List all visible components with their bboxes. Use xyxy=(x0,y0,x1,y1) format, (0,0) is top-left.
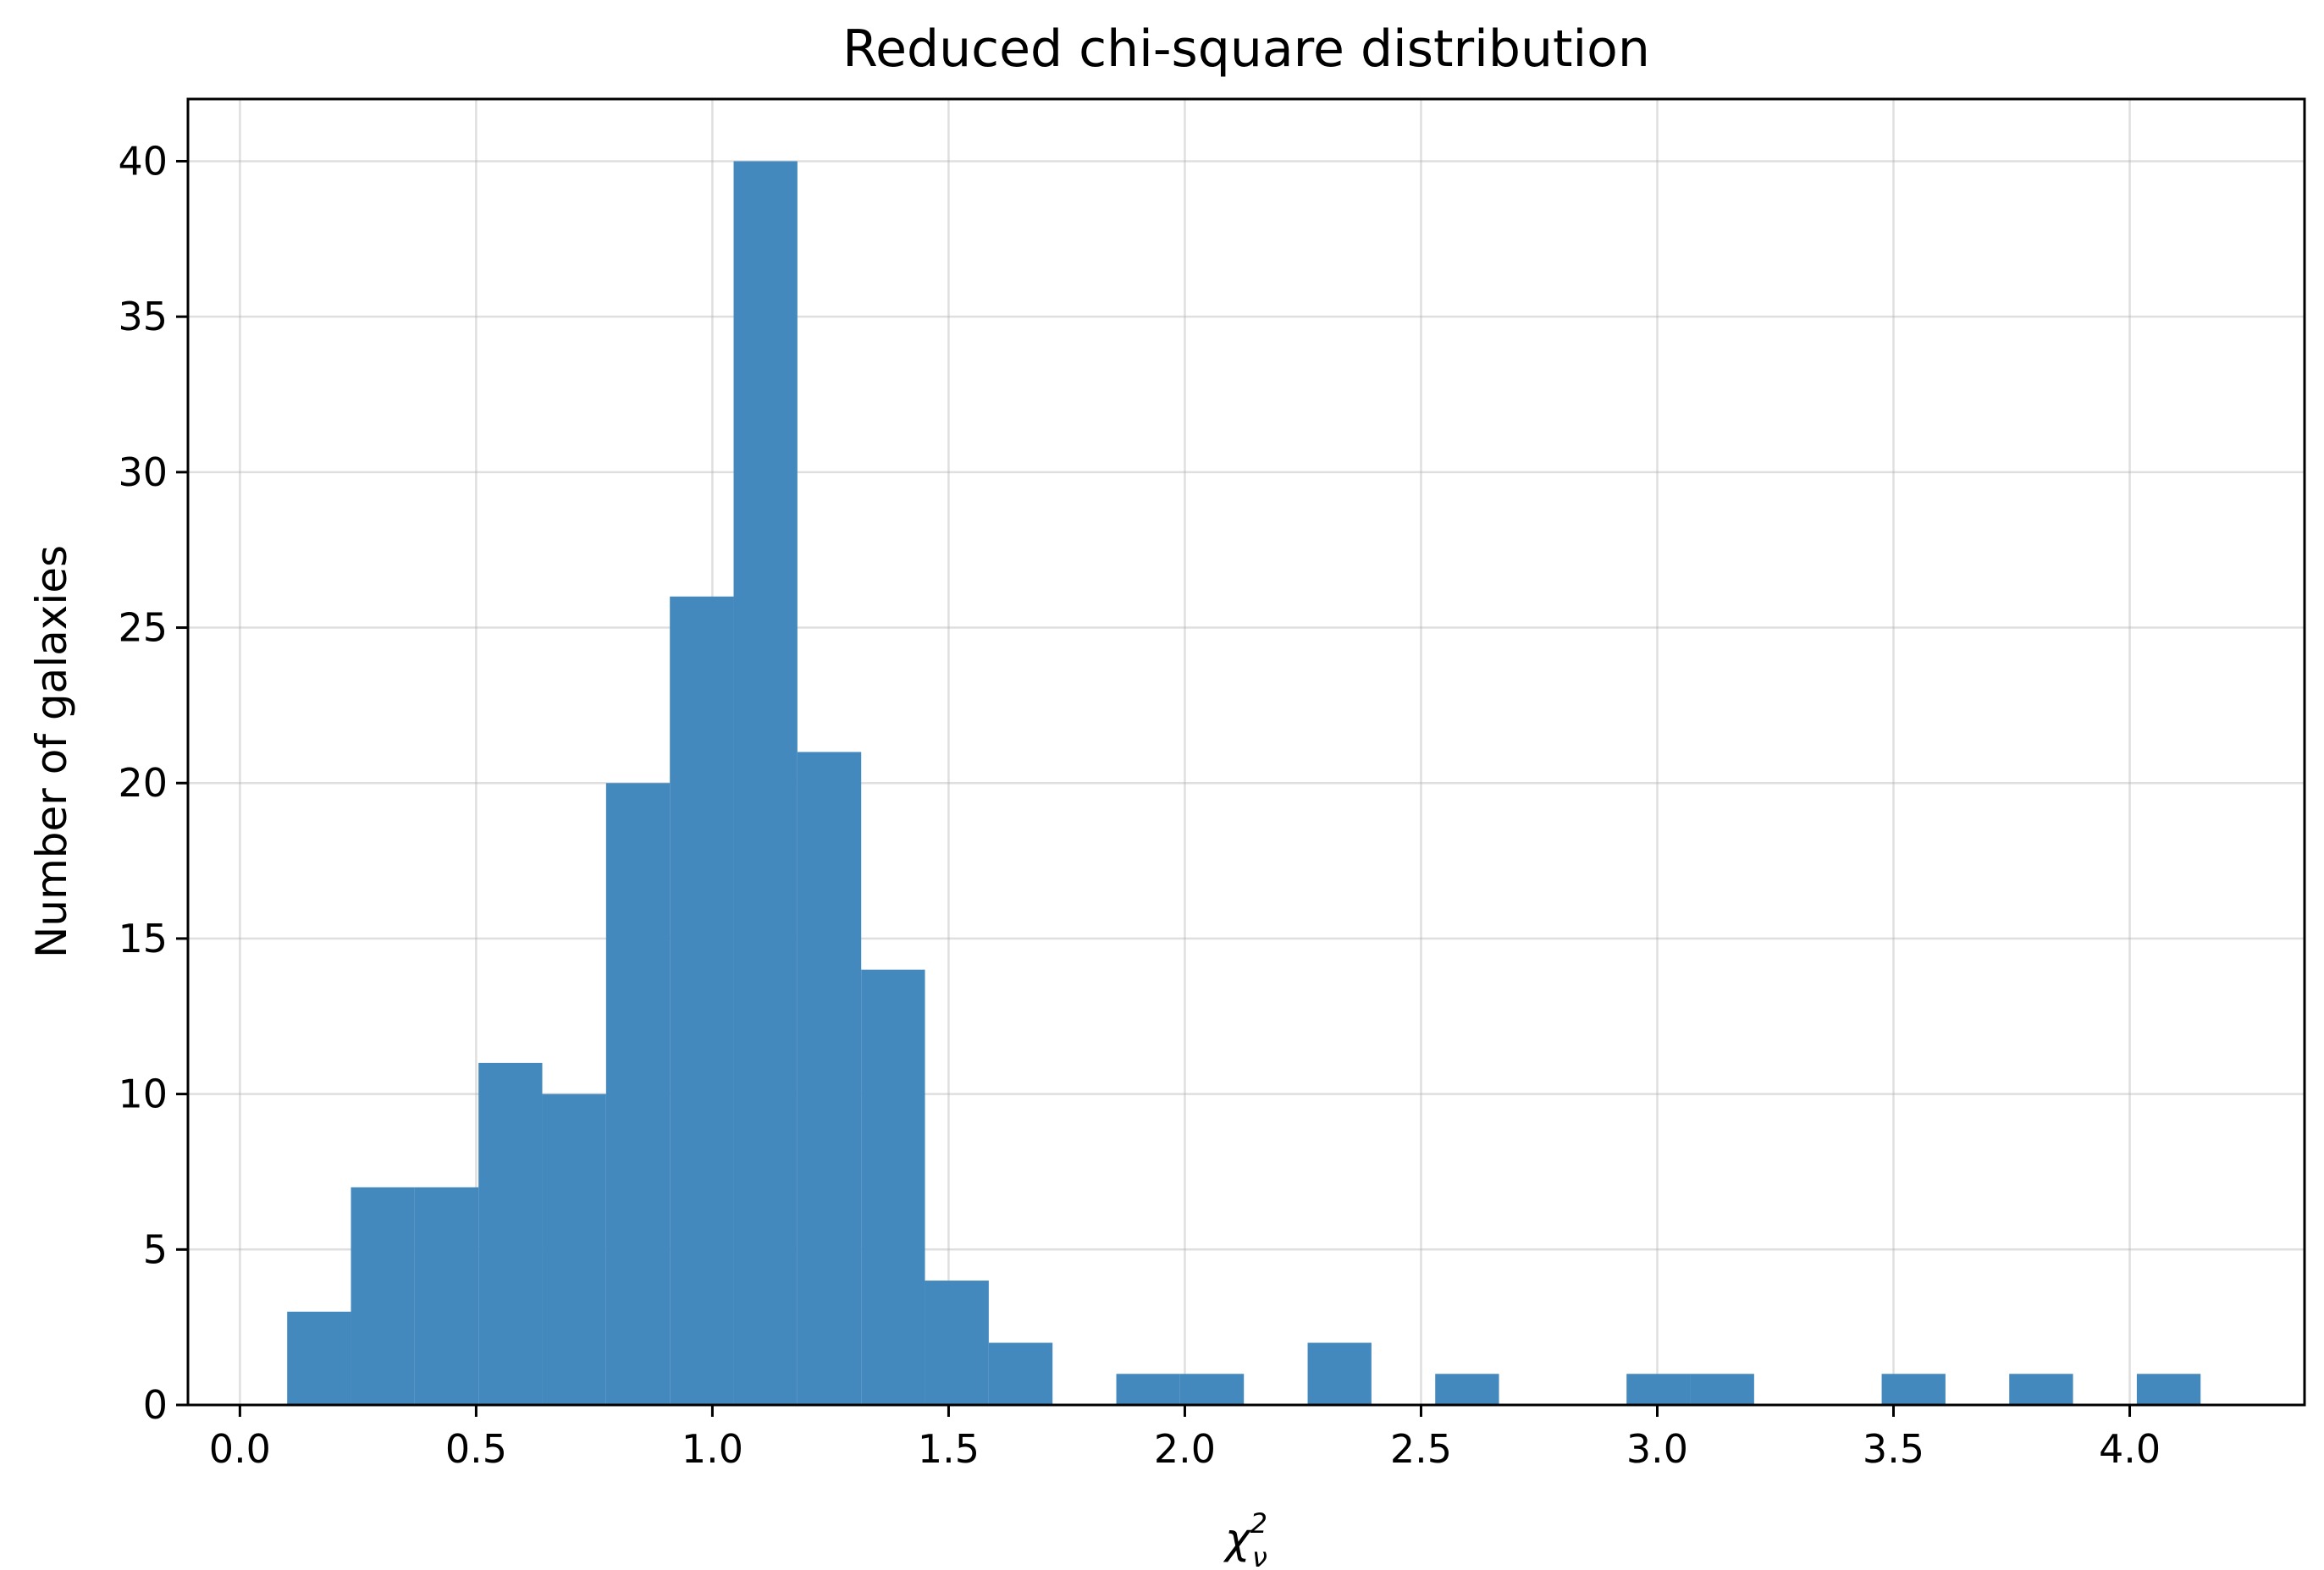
x-axis-ticks: 0.0 0.5 1.0 1.5 2.0 2.5 3.0 3.5 4.0 xyxy=(209,1405,2161,1472)
x-tick-label: 1.5 xyxy=(918,1426,980,1472)
y-axis-label: Number of galaxies xyxy=(27,545,76,958)
histogram-bar xyxy=(1307,1342,1372,1405)
x-tick-label: 2.0 xyxy=(1154,1426,1216,1472)
histogram-bar xyxy=(1116,1374,1180,1405)
y-axis-ticks: 0 5 10 15 20 25 30 35 40 xyxy=(118,138,188,1428)
chart-title: Reduced chi-square distribution xyxy=(842,19,1650,79)
histogram-bar xyxy=(2136,1374,2201,1405)
histogram-bar xyxy=(1881,1374,1946,1405)
histogram-bar xyxy=(1690,1374,1754,1405)
y-tick-label: 35 xyxy=(118,294,168,339)
y-tick-label: 15 xyxy=(118,916,168,961)
y-tick-label: 0 xyxy=(143,1382,168,1428)
x-tick-label: 3.5 xyxy=(1863,1426,1924,1472)
y-tick-label: 30 xyxy=(118,449,168,495)
histogram-bar xyxy=(605,783,671,1405)
x-tick-label: 0.0 xyxy=(209,1426,271,1472)
y-tick-label: 40 xyxy=(118,138,168,184)
histogram-bar xyxy=(988,1342,1053,1405)
histogram-bar xyxy=(478,1062,543,1405)
x-axis-label-superscript: 2 xyxy=(1250,1507,1267,1540)
histogram-bar xyxy=(542,1093,606,1405)
x-tick-label: 3.0 xyxy=(1626,1426,1688,1472)
histogram-bar xyxy=(670,596,734,1405)
histogram-bar xyxy=(861,969,925,1405)
histogram-bars xyxy=(287,161,2201,1405)
histogram-bar xyxy=(797,752,862,1405)
y-tick-label: 20 xyxy=(118,760,168,806)
histogram-bar xyxy=(1435,1374,1499,1405)
x-tick-label: 4.0 xyxy=(2099,1426,2161,1472)
x-tick-label: 2.5 xyxy=(1390,1426,1452,1472)
histogram-bar xyxy=(1179,1374,1245,1405)
y-tick-label: 25 xyxy=(118,605,168,651)
histogram-bar xyxy=(733,161,798,1405)
histogram-bar xyxy=(351,1187,415,1405)
plot-frame xyxy=(186,97,2306,1407)
x-axis-label: χ2 ν xyxy=(1223,1507,1267,1570)
x-tick-label: 0.5 xyxy=(445,1426,507,1472)
x-axis-label-subscript: ν xyxy=(1252,1541,1267,1570)
histogram-bar xyxy=(1626,1374,1691,1405)
x-axis-label-symbol: χ xyxy=(1223,1514,1252,1563)
histogram-bar xyxy=(287,1311,351,1405)
histogram-bar xyxy=(925,1281,989,1405)
x-tick-label: 1.0 xyxy=(682,1426,743,1472)
histogram-bar xyxy=(414,1187,479,1405)
histogram-bar xyxy=(2009,1374,2073,1405)
y-tick-label: 10 xyxy=(118,1071,168,1117)
y-tick-label: 5 xyxy=(143,1226,168,1272)
